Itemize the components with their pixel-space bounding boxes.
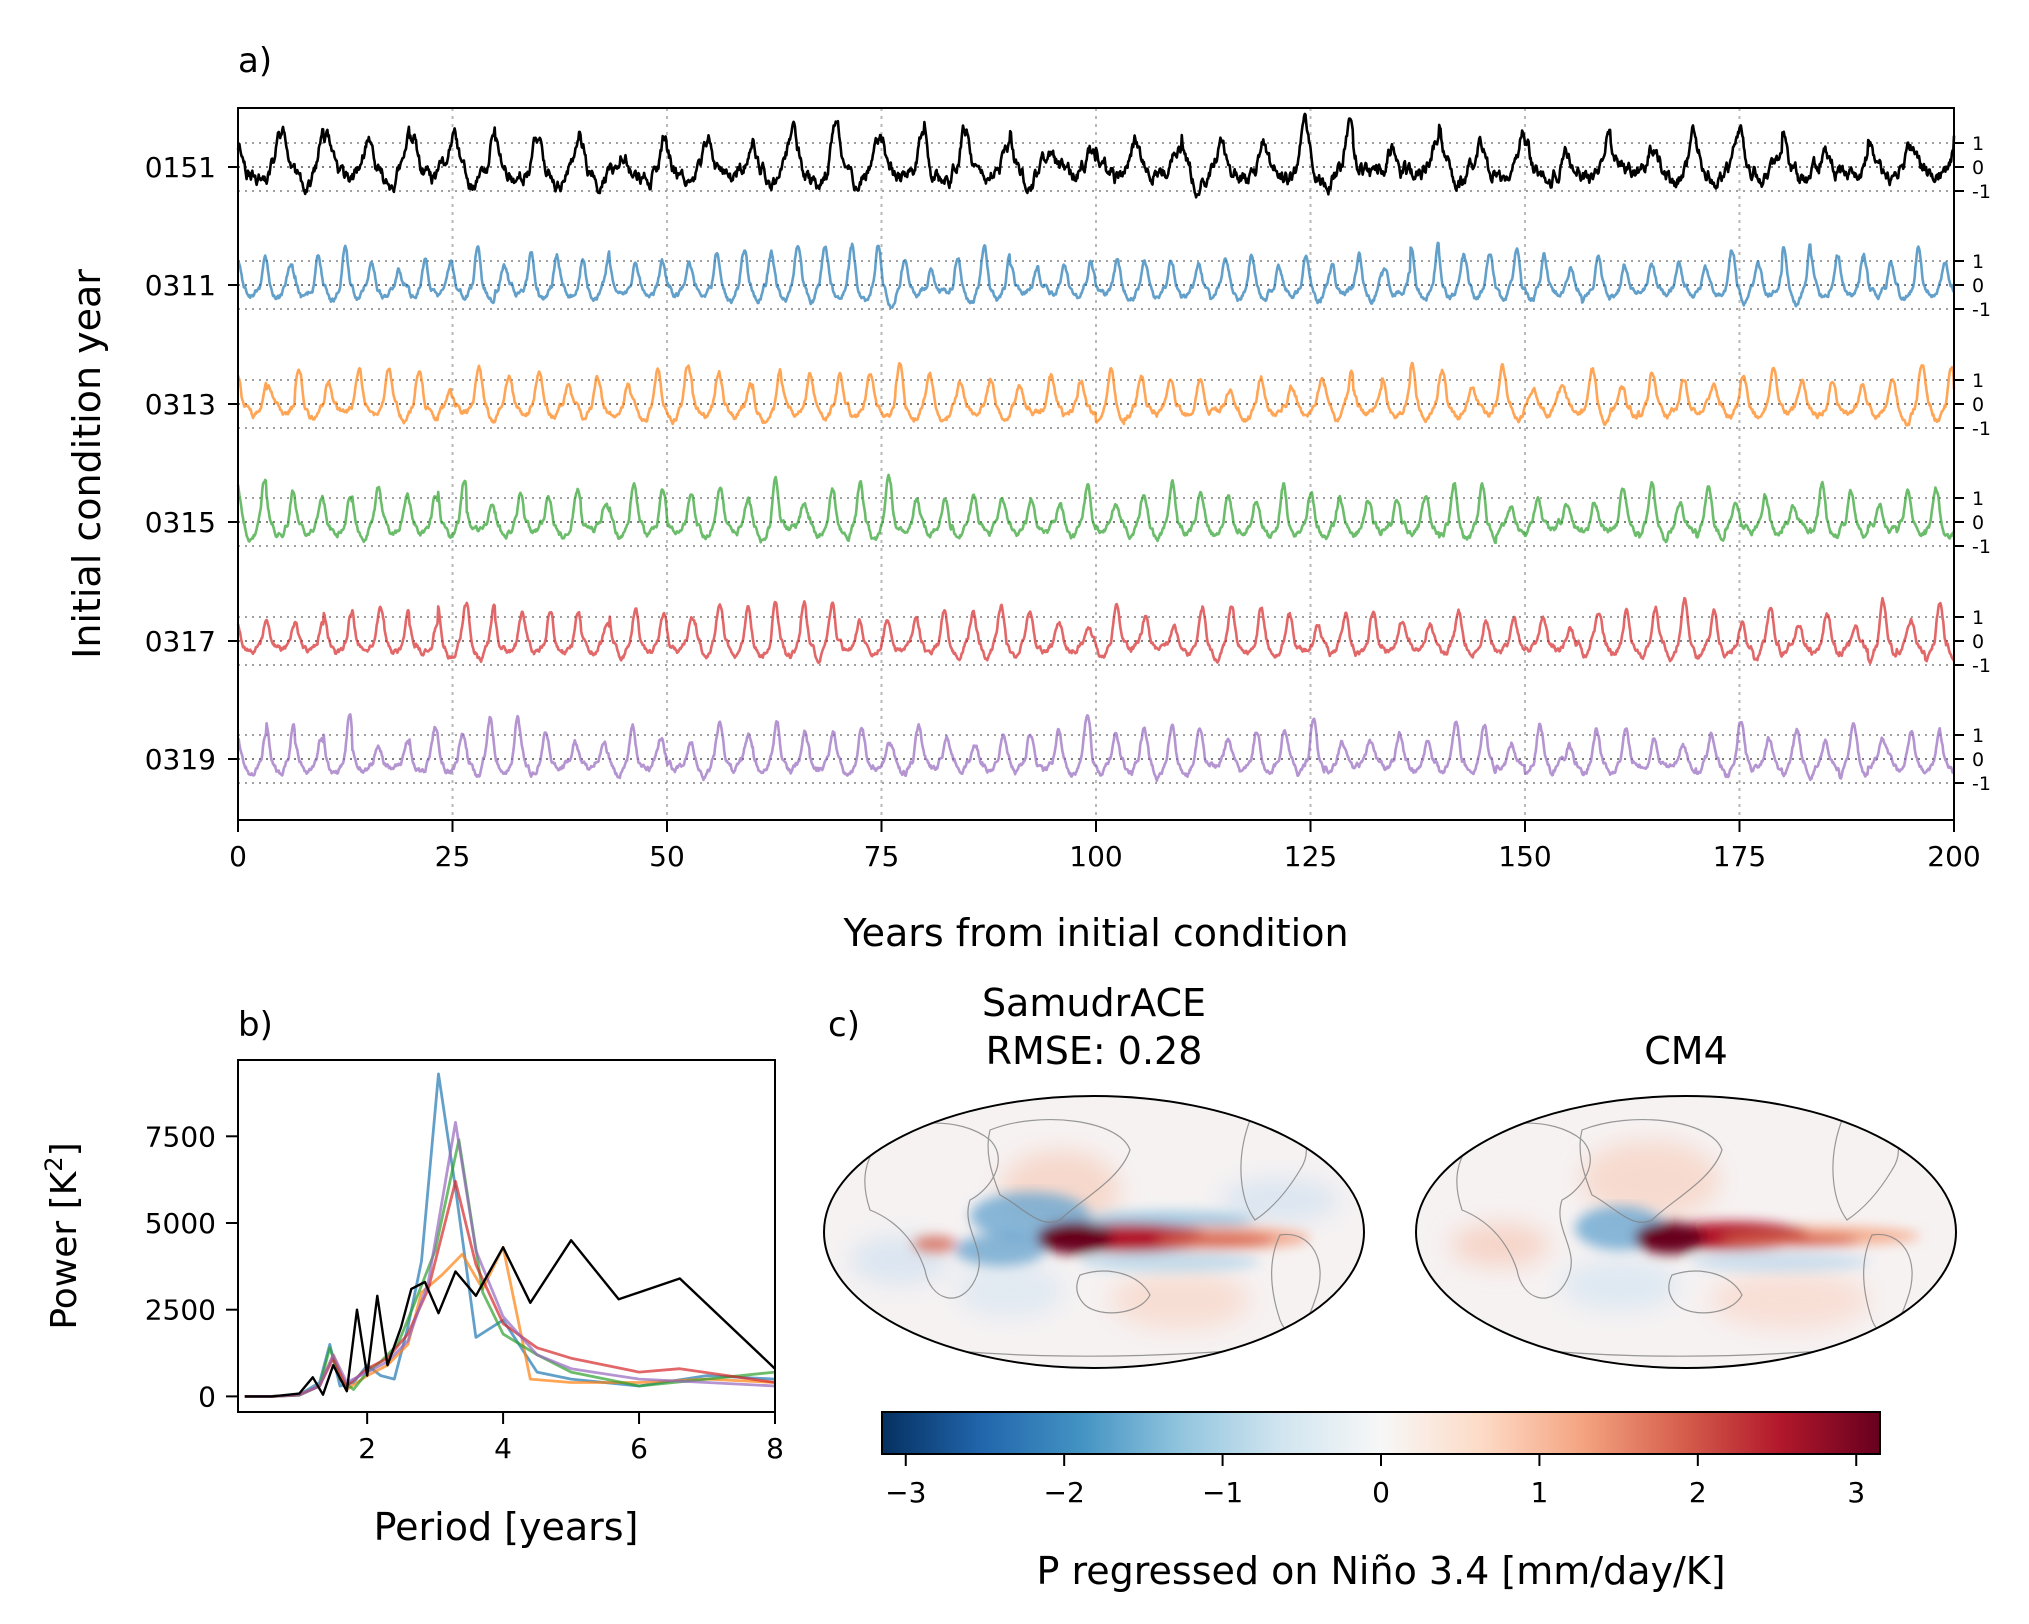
a-offset-tick-label: 1 <box>1972 370 1984 392</box>
a-xtick-label: 100 <box>1069 840 1122 873</box>
a-offset-tick-label: 0 <box>1972 275 1984 297</box>
a-ytick-label: 0151 <box>145 151 216 184</box>
a-ytick-label: 0311 <box>145 269 216 302</box>
a-series-line-0319 <box>237 713 1955 783</box>
panel-a-x-ticks: 0 25 50 75 100 125 150 175 200 <box>229 820 1981 873</box>
a-offset-tick-label: 1 <box>1972 251 1984 273</box>
b-ytick-label: 0 <box>198 1380 216 1413</box>
a-xtick-label: 50 <box>649 840 685 873</box>
panel-a-y-ticks: 0151 0311 0313 0315 0317 0319 <box>145 151 238 776</box>
colorbar-ticks: −3 −2 −1 0 1 2 3 <box>885 1454 1865 1509</box>
panel-b-series <box>244 1072 776 1398</box>
map1-title-line1: SamudrACE <box>982 981 1206 1025</box>
colorbar-label: P regressed on Niño 3.4 [mm/day/K] <box>1036 1549 1725 1593</box>
a-offset-tick-label: -1 <box>1972 299 1991 321</box>
a-xtick-label: 0 <box>229 840 247 873</box>
a-offset-tick-label: -1 <box>1972 181 1991 203</box>
panel-a-offset-ticks: 10-110-110-110-110-110-1 <box>1954 133 1991 795</box>
panel-b: b) 2 4 6 8 0 2500 5000 7500 Period [years] Pow… <box>40 1005 784 1549</box>
panel-a-ylabel: Initial condition year <box>65 269 109 659</box>
panel-c-label: c) <box>828 1005 860 1045</box>
a-series-line-0311 <box>237 241 1955 309</box>
a-ytick-label: 0313 <box>145 388 216 421</box>
a-series-line-0151 <box>236 112 1956 199</box>
a-offset-tick-label: 0 <box>1972 157 1984 179</box>
a-series-line-0313 <box>236 361 1956 427</box>
a-offset-tick-label: 1 <box>1972 725 1984 747</box>
colorbar-tick-label: −3 <box>885 1476 926 1509</box>
panel-b-label: b) <box>238 1005 273 1045</box>
b-xtick-label: 6 <box>630 1432 648 1465</box>
panel-a-series <box>236 112 1956 783</box>
a-offset-tick-label: 1 <box>1972 607 1984 629</box>
colorbar <box>881 1411 1881 1455</box>
b-xtick-label: 8 <box>766 1432 784 1465</box>
colorbar-tick-label: 2 <box>1689 1476 1707 1509</box>
b-xtick-label: 4 <box>494 1432 512 1465</box>
b-ytick-label: 5000 <box>145 1207 216 1240</box>
a-ytick-label: 0319 <box>145 743 216 776</box>
panel-b-frame <box>237 1059 776 1413</box>
a-offset-tick-label: -1 <box>1972 418 1991 440</box>
panel-b-xlabel: Period [years] <box>374 1505 639 1549</box>
panel-b-ylabel: Power [K2] <box>40 1142 85 1329</box>
a-xtick-label: 150 <box>1498 840 1551 873</box>
a-offset-tick-label: 1 <box>1972 133 1984 155</box>
colorbar-tick-label: 1 <box>1530 1476 1548 1509</box>
a-ytick-label: 0317 <box>145 625 216 658</box>
a-series-line-0317 <box>236 596 1956 665</box>
a-xtick-label: 125 <box>1284 840 1337 873</box>
a-offset-tick-label: 0 <box>1972 394 1984 416</box>
map1-samudrace <box>823 1095 1365 1369</box>
b-ytick-label: 7500 <box>145 1120 216 1153</box>
map2-cm4 <box>1415 1095 1957 1369</box>
a-xtick-label: 175 <box>1713 840 1766 873</box>
b-ytick-label: 2500 <box>145 1294 216 1327</box>
a-series-line-0315 <box>236 473 1956 545</box>
a-ytick-label: 0315 <box>145 506 216 539</box>
a-offset-tick-label: -1 <box>1972 773 1991 795</box>
colorbar-tick-label: −1 <box>1202 1476 1243 1509</box>
b-series-line-0311 <box>244 1072 776 1398</box>
panel-a-label: a) <box>238 41 272 81</box>
panel-b-x-ticks: 2 4 6 8 <box>358 1412 784 1465</box>
colorbar-tick-label: 0 <box>1372 1476 1390 1509</box>
a-offset-tick-label: 0 <box>1972 631 1984 653</box>
panel-a-xlabel: Years from initial condition <box>842 911 1348 955</box>
panel-a: a) 0 25 50 75 100 125 150 175 200 01510311031303… <box>65 41 1991 955</box>
a-xtick-label: 25 <box>435 840 471 873</box>
panel-b-y-ticks: 0 2500 5000 7500 <box>145 1120 238 1413</box>
colorbar-tick-label: −2 <box>1044 1476 1085 1509</box>
b-series-line-0151 <box>244 1239 776 1398</box>
a-offset-tick-label: 0 <box>1972 749 1984 771</box>
map1-title-line2: RMSE: 0.28 <box>986 1029 1203 1073</box>
a-offset-tick-label: -1 <box>1972 655 1991 677</box>
a-offset-tick-label: 0 <box>1972 512 1984 534</box>
b-xtick-label: 2 <box>358 1432 376 1465</box>
map2-title-line1: CM4 <box>1644 1029 1728 1073</box>
a-offset-tick-label: 1 <box>1972 488 1984 510</box>
a-offset-tick-label: -1 <box>1972 536 1991 558</box>
b-series-line-0315 <box>244 1138 776 1398</box>
colorbar-tick-label: 3 <box>1847 1476 1865 1509</box>
a-xtick-label: 75 <box>864 840 900 873</box>
b-series-line-0319 <box>244 1121 776 1398</box>
panel-c: c) SamudrACE RMSE: 0.28 CM4 <box>823 981 1957 1593</box>
panel-a-gridlines <box>238 108 1954 820</box>
a-xtick-label: 200 <box>1927 840 1980 873</box>
